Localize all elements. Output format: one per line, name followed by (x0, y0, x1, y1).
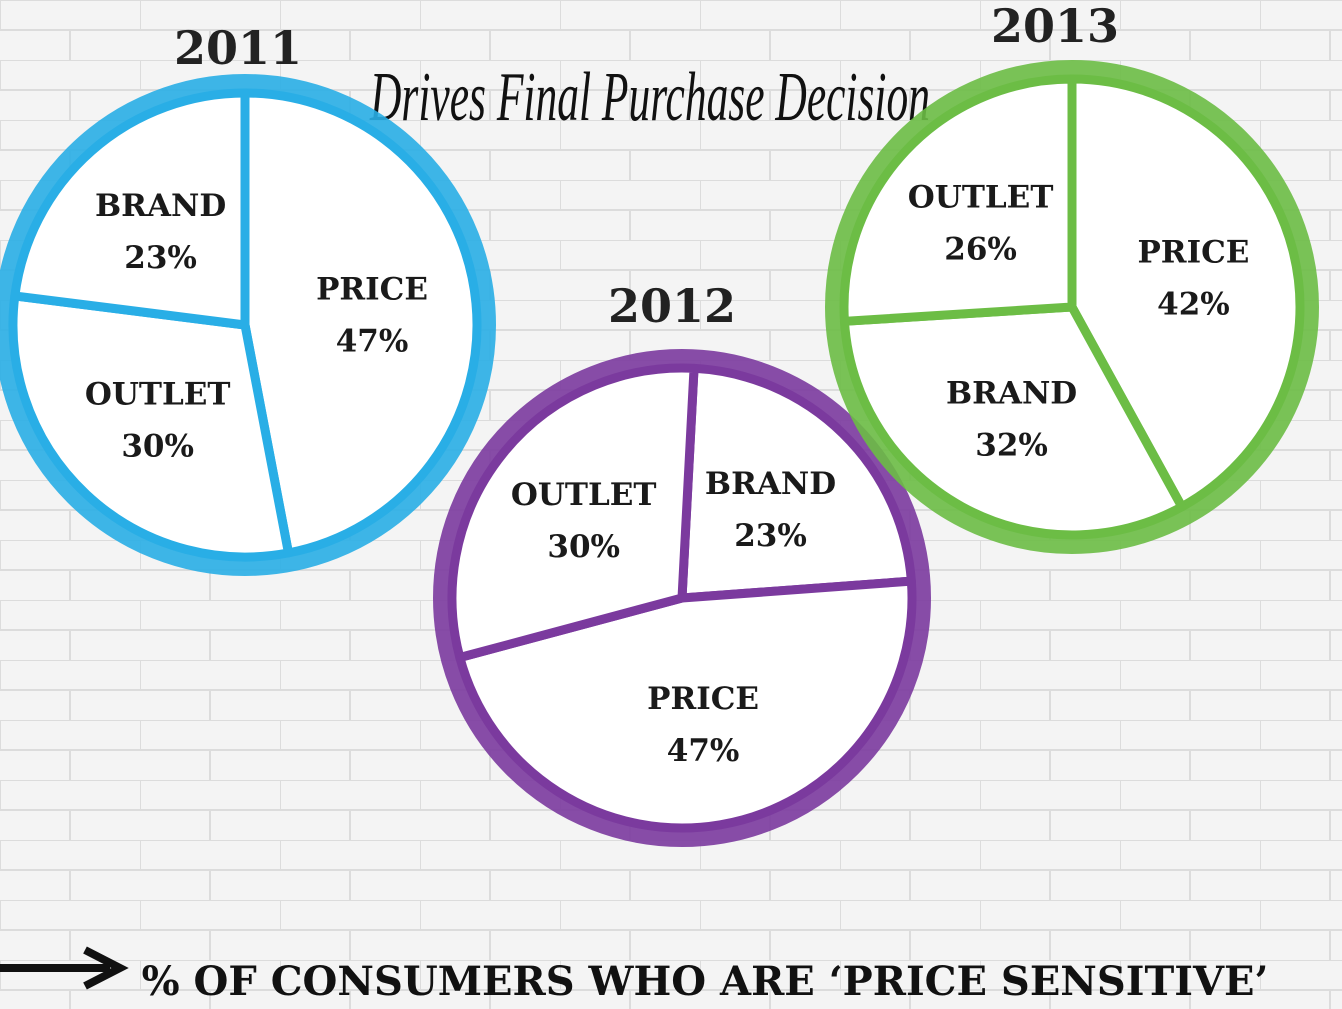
slice-value: 47% (667, 733, 740, 769)
slice-value: 23% (124, 240, 197, 276)
slice-value: 26% (944, 232, 1017, 268)
slice-label: PRICE (1138, 234, 1250, 270)
slice-label: OUTLET (511, 477, 657, 513)
slice-value: 23% (734, 518, 807, 554)
slice-label: PRICE (316, 271, 428, 307)
slice-value: 32% (975, 427, 1048, 463)
title-line: Drives Final Purchase Decision (369, 59, 930, 136)
slice-label: BRAND (946, 375, 1077, 411)
page: Drives Final Purchase Decision % OF CONS… (0, 0, 1342, 1009)
slice-value: 30% (547, 529, 620, 565)
pie-title: 2013 (991, 0, 1119, 53)
slice-label: OUTLET (908, 180, 1054, 216)
slice-label: PRICE (647, 681, 759, 717)
pie-title: 2011 (174, 21, 302, 75)
slice-label: BRAND (705, 466, 836, 502)
slice-value: 30% (121, 429, 194, 465)
slice-label: OUTLET (85, 377, 231, 413)
slice-value: 47% (336, 323, 409, 359)
pie-title: 2012 (608, 279, 736, 333)
footer-text: % OF CONSUMERS WHO ARE ‘PRICE SENSITIVE’ (142, 958, 1269, 1005)
slice-label: BRAND (95, 188, 226, 224)
infographic: Drives Final Purchase Decision % OF CONS… (0, 0, 1342, 1009)
slice-value: 42% (1157, 286, 1230, 322)
